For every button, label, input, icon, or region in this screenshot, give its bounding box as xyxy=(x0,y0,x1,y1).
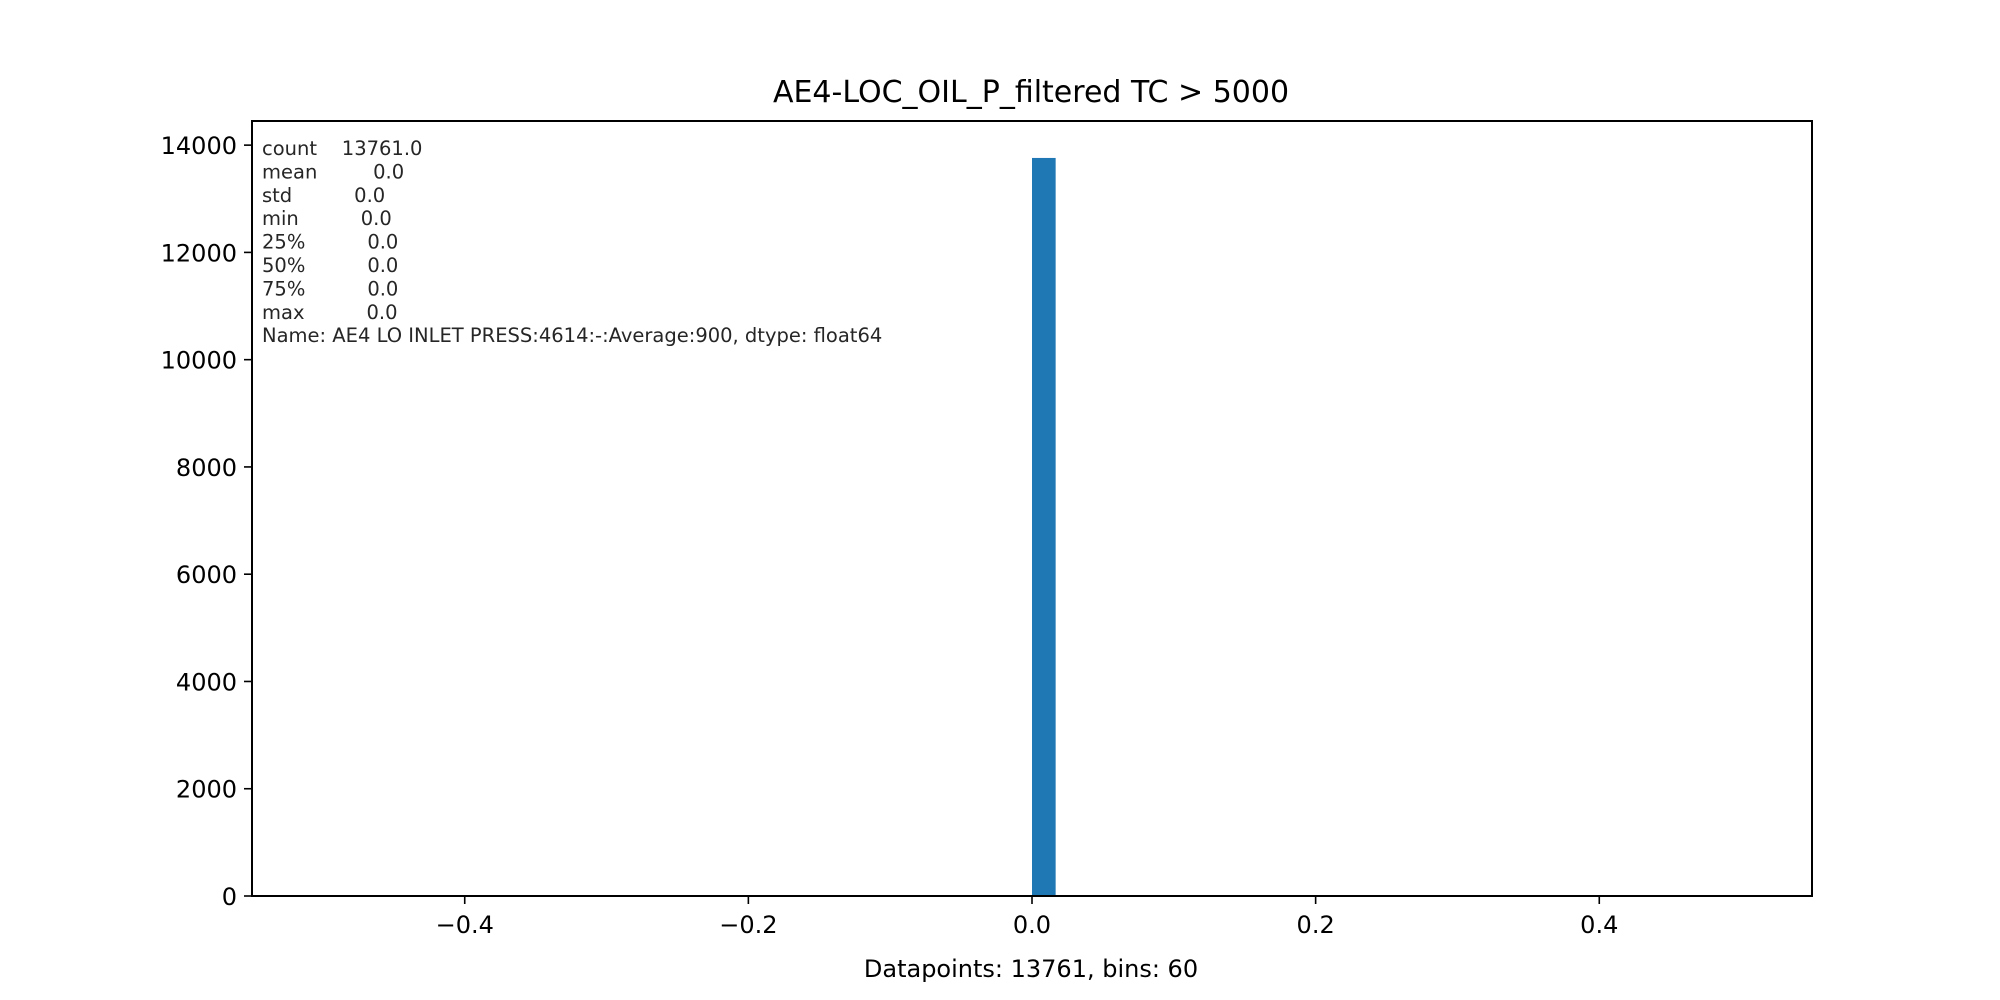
stats-line: 75% 0.0 xyxy=(262,277,398,300)
x-axis-ticks: −0.4 −0.2 0.0 0.2 0.4 xyxy=(436,896,1618,939)
x-axis-label: Datapoints: 13761, bins: 60 xyxy=(864,955,1198,983)
x-tick-label: 0.0 xyxy=(1013,911,1051,939)
stats-annotation: count 13761.0 mean 0.0 std 0.0 min 0.0 25% 0… xyxy=(262,137,882,347)
stats-line: 25% 0.0 xyxy=(262,231,398,254)
y-tick-label: 4000 xyxy=(176,668,237,696)
stats-line: min 0.0 xyxy=(262,207,392,230)
chart-title: AE4-LOC_OIL_P_filtered TC > 5000 xyxy=(773,75,1289,110)
y-tick-label: 10000 xyxy=(161,347,237,375)
stats-line: max 0.0 xyxy=(262,301,397,324)
stats-line: Name: AE4 LO INLET PRESS:4614:-:Average:… xyxy=(262,324,882,347)
x-tick-label: −0.4 xyxy=(436,911,494,939)
y-tick-label: 14000 xyxy=(161,132,237,160)
x-tick-label: 0.4 xyxy=(1580,911,1618,939)
y-tick-label: 12000 xyxy=(161,239,237,267)
histogram-bar xyxy=(1032,157,1056,896)
x-tick-label: −0.2 xyxy=(719,911,777,939)
stats-line: mean 0.0 xyxy=(262,160,404,183)
stats-line: 50% 0.0 xyxy=(262,254,398,277)
y-tick-label: 2000 xyxy=(176,776,237,804)
stats-line: count 13761.0 xyxy=(262,137,422,160)
y-axis-ticks: 0 2000 4000 6000 8000 10000 12000 14000 xyxy=(161,132,252,911)
stats-line: std 0.0 xyxy=(262,184,385,207)
bars-layer xyxy=(1032,157,1056,896)
x-tick-label: 0.2 xyxy=(1297,911,1335,939)
y-tick-label: 8000 xyxy=(176,454,237,482)
plot-frame xyxy=(251,120,1813,897)
y-tick-label: 0 xyxy=(222,883,237,911)
y-tick-label: 6000 xyxy=(176,561,237,589)
